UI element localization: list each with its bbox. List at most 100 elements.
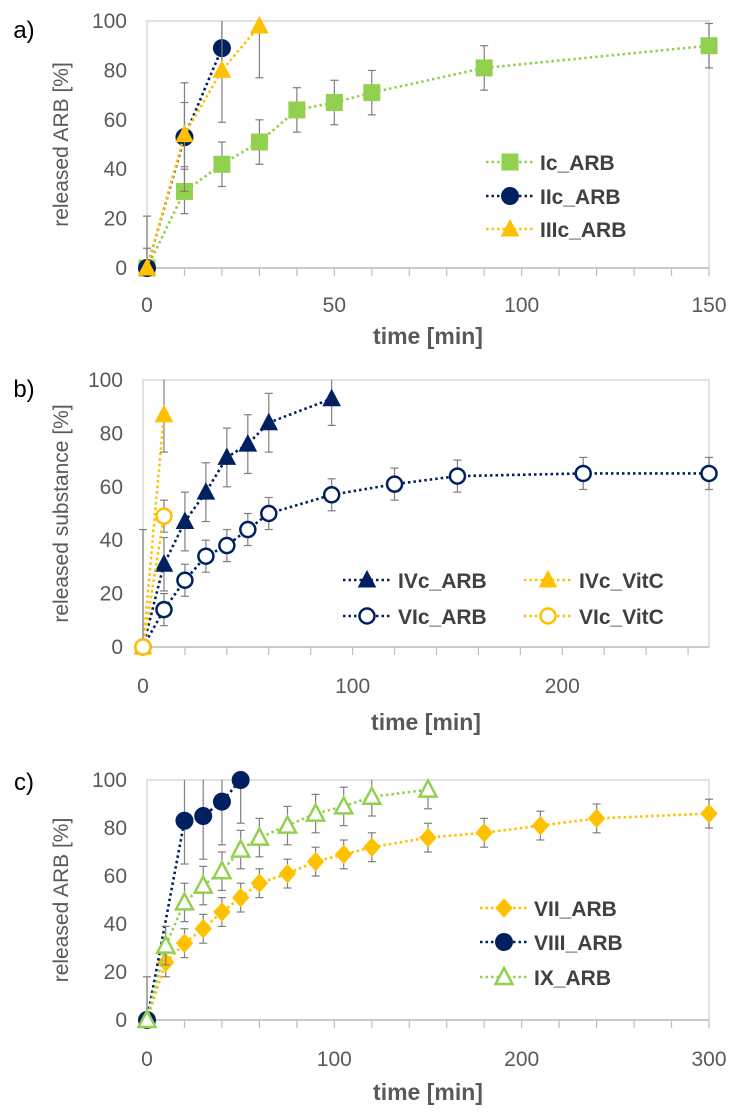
panel-label: c) xyxy=(14,769,34,796)
chart-panel-a: 0 50 100 150 0 20 40 60 80 100 time [min] released … xyxy=(13,10,726,349)
data-point xyxy=(175,511,195,530)
legend-label: VII_ARB xyxy=(534,898,617,921)
series-VIc_ARB xyxy=(134,456,718,656)
legend-item: Ic_ARB xyxy=(486,152,615,175)
y-tick-label: 20 xyxy=(100,583,123,606)
y-tick-label: 0 xyxy=(111,636,123,659)
data-point xyxy=(322,486,341,504)
data-point xyxy=(385,475,404,493)
y-tick-label: 40 xyxy=(104,158,127,181)
data-point xyxy=(136,1008,158,1029)
legend-label: Ic_ARB xyxy=(540,152,615,175)
y-tick-label: 20 xyxy=(104,961,127,984)
series-IIIc_ARB xyxy=(137,15,269,276)
data-point xyxy=(248,825,270,846)
data-point xyxy=(288,101,306,119)
data-point xyxy=(211,859,233,880)
data-point xyxy=(574,464,592,483)
data-point xyxy=(448,467,467,485)
legend: VII_ARB VIII_ARB IX_ARB xyxy=(480,898,623,990)
data-point xyxy=(260,504,278,523)
legend-marker-square-icon xyxy=(501,153,519,171)
y-tick-label: 20 xyxy=(104,208,127,231)
x-axis-title: time [min] xyxy=(371,709,481,735)
data-point xyxy=(155,507,173,525)
legend-item: IIIc_ARB xyxy=(486,218,626,242)
data-point xyxy=(333,794,355,815)
data-point xyxy=(276,813,299,834)
data-point xyxy=(197,547,215,565)
data-point xyxy=(217,447,237,465)
x-tick-label: 100 xyxy=(335,675,370,698)
legend-item: IVc_VitC xyxy=(524,569,664,593)
series-line xyxy=(145,779,242,1021)
x-tick-label: 300 xyxy=(691,1048,726,1071)
data-point xyxy=(361,785,383,806)
x-tick-label: 100 xyxy=(504,294,539,317)
legend-label: VIc_VitC xyxy=(579,606,664,629)
legend-label: IIc_ARB xyxy=(540,186,621,209)
legend-label: IVc_ARB xyxy=(398,570,487,593)
y-axis-title: released substance [%] xyxy=(50,404,73,622)
data-point xyxy=(700,803,718,824)
data-point xyxy=(173,890,196,911)
data-point xyxy=(322,388,341,407)
data-point xyxy=(213,155,231,173)
legend-item: VIc_ARB xyxy=(343,606,487,629)
legend-label: VIc_ARB xyxy=(398,606,487,629)
legend-marker-circle-icon xyxy=(539,607,557,625)
data-point xyxy=(154,554,174,572)
data-point xyxy=(175,124,194,143)
series-VIc_VitC xyxy=(134,499,173,656)
data-point xyxy=(363,84,381,102)
series-line xyxy=(141,414,166,648)
y-tick-label: 80 xyxy=(104,817,127,840)
x-tick-label: 0 xyxy=(141,1048,153,1071)
x-tick-label: 100 xyxy=(317,1048,352,1071)
data-point xyxy=(419,827,437,848)
legend-marker-triangle-icon xyxy=(493,965,515,986)
data-point xyxy=(155,600,173,619)
data-point xyxy=(134,638,152,656)
y-tick-label: 0 xyxy=(115,1009,127,1032)
x-tick-label: 200 xyxy=(545,675,580,698)
legend-label: IVc_VitC xyxy=(579,570,664,593)
y-tick-label: 60 xyxy=(104,865,127,888)
y-tick-label: 100 xyxy=(88,369,123,392)
legend: IVc_ARB IVc_VitC VIc_ARB VIc_VitC xyxy=(343,569,664,629)
data-point xyxy=(700,37,718,55)
data-point xyxy=(231,887,250,908)
data-point xyxy=(194,807,213,825)
legend-item: IX_ARB xyxy=(480,965,611,990)
series-VIII_ARB xyxy=(138,771,250,1029)
legend-label: IX_ARB xyxy=(534,967,611,990)
legend-item: IVc_ARB xyxy=(343,569,487,593)
legend-label: IIIc_ARB xyxy=(540,219,626,242)
data-point xyxy=(475,59,493,77)
legend-item: IIc_ARB xyxy=(486,186,621,209)
y-tick-label: 100 xyxy=(92,10,127,33)
data-point xyxy=(305,801,327,822)
panel-label: a) xyxy=(13,17,34,44)
series-line xyxy=(145,812,710,1021)
data-point xyxy=(175,933,194,953)
data-point xyxy=(587,808,606,829)
data-point xyxy=(137,257,157,276)
x-tick-label: 0 xyxy=(137,675,149,698)
legend-marker-triangle-icon xyxy=(538,569,558,588)
data-point xyxy=(250,15,269,34)
data-point xyxy=(231,771,250,789)
legend-marker-triangle-icon xyxy=(500,218,520,237)
data-point xyxy=(196,482,216,500)
legend-marker-circle-icon xyxy=(358,607,376,625)
data-point xyxy=(154,404,174,423)
y-tick-label: 0 xyxy=(115,257,127,280)
data-point xyxy=(700,464,718,483)
data-point xyxy=(213,902,231,922)
data-point xyxy=(278,863,297,884)
y-tick-label: 80 xyxy=(100,422,123,445)
y-tick-label: 40 xyxy=(100,529,123,552)
series-line xyxy=(141,515,166,648)
data-point xyxy=(230,837,252,858)
